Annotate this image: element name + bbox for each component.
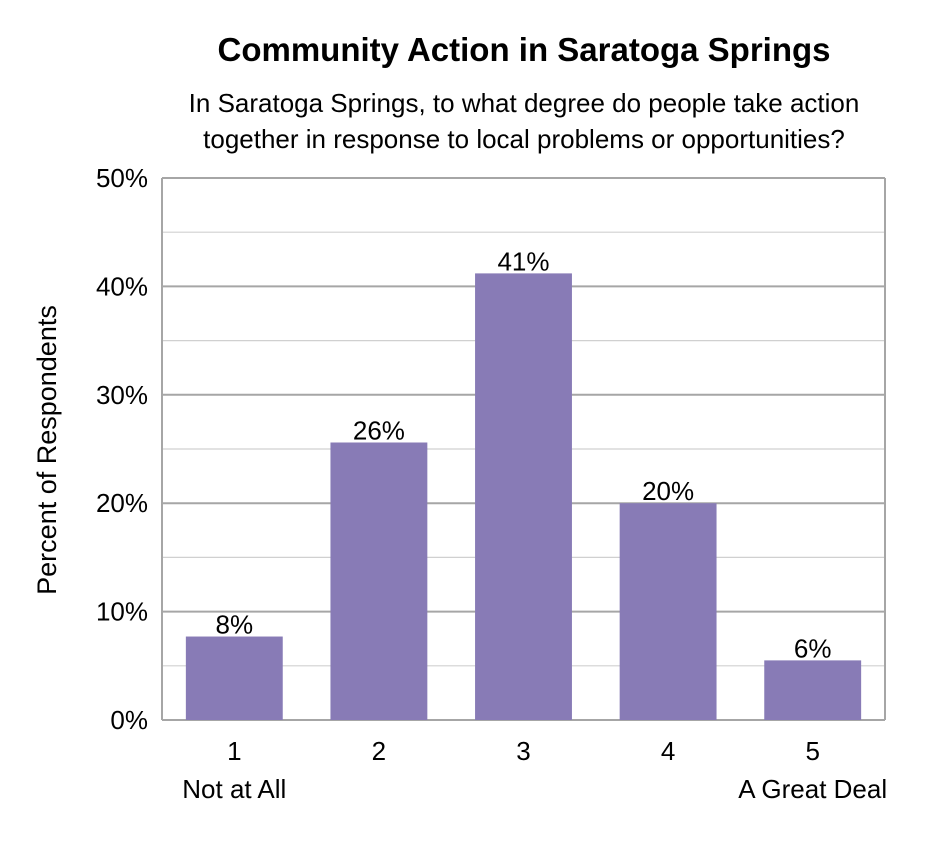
x-category-label: 5 <box>805 736 819 766</box>
data-label: 26% <box>353 415 405 445</box>
data-label: 8% <box>216 610 254 640</box>
x-category-label: 2 <box>372 736 386 766</box>
bar-2 <box>330 442 428 720</box>
bar-1 <box>185 636 283 720</box>
chart-subtitle-line-2: together in response to local problems o… <box>203 124 845 154</box>
data-label: 20% <box>642 476 694 506</box>
bar-5 <box>764 660 862 720</box>
y-tick-label: 40% <box>96 271 148 301</box>
y-tick-label: 50% <box>96 163 148 193</box>
x-category-sublabel: Not at All <box>182 774 286 804</box>
x-category-sublabel: A Great Deal <box>738 774 887 804</box>
y-tick-label: 30% <box>96 380 148 410</box>
x-category-label: 4 <box>661 736 675 766</box>
data-label: 41% <box>497 246 549 276</box>
bar-3 <box>475 273 572 720</box>
chart-title: Community Action in Saratoga Springs <box>218 31 831 68</box>
x-category-label: 1 <box>227 736 241 766</box>
plot-area: 0% 10% 20% 30% 40% 50% 8% 1 Not at All 26% 2 41% 3 20… <box>96 163 887 804</box>
y-tick-label: 20% <box>96 488 148 518</box>
chart-subtitle-line-1: In Saratoga Springs, to what degree do p… <box>189 88 860 118</box>
y-tick-label: 10% <box>96 597 148 627</box>
y-axis-title: Percent of Respondents <box>32 305 62 595</box>
data-label: 6% <box>794 633 832 663</box>
x-category-label: 3 <box>516 736 530 766</box>
bar-4 <box>619 503 717 720</box>
y-tick-label: 0% <box>110 705 148 735</box>
